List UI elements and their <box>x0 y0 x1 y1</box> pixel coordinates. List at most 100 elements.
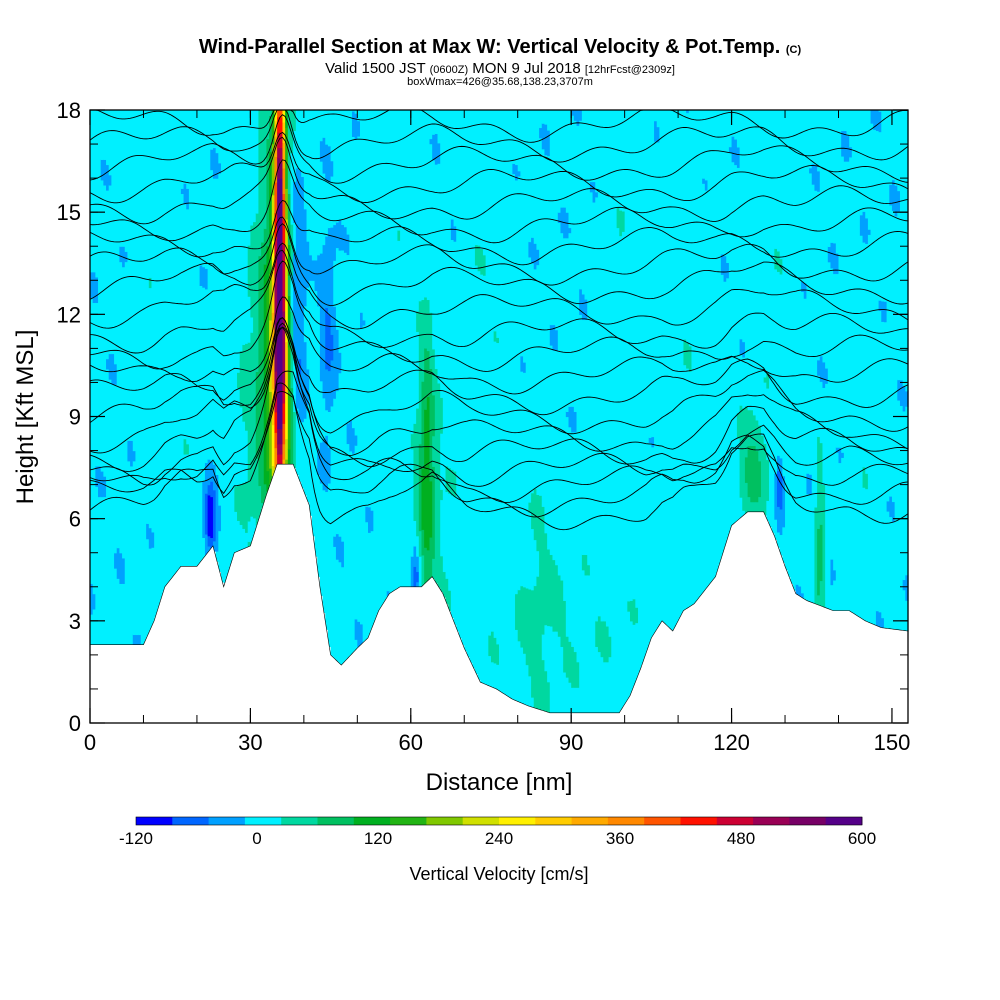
velocity-cell <box>212 464 217 491</box>
velocity-cell <box>204 493 209 535</box>
colorbar-frame <box>135 816 863 826</box>
velocity-cell <box>325 409 329 436</box>
velocity-cell <box>683 339 687 366</box>
velocity-cell <box>330 334 334 361</box>
velocity-cell <box>525 587 529 666</box>
velocity-cell <box>354 434 358 446</box>
chart-title-mark: (C) <box>785 44 802 56</box>
velocity-cell <box>317 254 321 307</box>
velocity-cell <box>899 110 904 381</box>
velocity-cell <box>531 697 535 708</box>
velocity-cell <box>290 275 294 312</box>
velocity-cell <box>437 142 441 164</box>
velocity-cell <box>704 190 709 590</box>
velocity-cell <box>319 380 324 443</box>
velocity-cell <box>528 588 532 677</box>
velocity-cell <box>493 330 497 342</box>
velocity-cell <box>517 170 521 177</box>
velocity-cell <box>902 589 906 632</box>
velocity-cell <box>285 341 289 394</box>
velocity-cell <box>269 391 273 469</box>
velocity-cell <box>421 381 425 469</box>
velocity-cell <box>309 110 313 256</box>
velocity-cell <box>654 110 658 122</box>
velocity-cell <box>499 110 503 693</box>
velocity-cell <box>210 149 214 171</box>
velocity-cell <box>116 110 120 549</box>
theta-contour <box>89 317 909 416</box>
velocity-cell <box>322 489 326 613</box>
velocity-cell <box>325 144 329 181</box>
velocity-cell <box>429 368 433 482</box>
velocity-cell <box>539 127 543 139</box>
velocity-cell <box>245 532 249 549</box>
velocity-cell <box>303 208 308 307</box>
velocity-cell <box>282 423 286 445</box>
velocity-cell <box>712 110 717 579</box>
velocity-cell <box>702 178 706 184</box>
colorbar-swatch <box>825 817 863 825</box>
velocity-cell <box>186 453 190 567</box>
velocity-cell <box>341 224 345 251</box>
velocity-cell <box>311 259 316 281</box>
velocity-cell <box>207 535 211 547</box>
velocity-cell <box>875 610 880 627</box>
velocity-cell <box>426 549 431 581</box>
theta-contour <box>89 136 909 225</box>
velocity-cell <box>723 110 727 257</box>
velocity-cell <box>597 651 602 714</box>
velocity-cell <box>651 110 655 438</box>
velocity-cell <box>819 580 824 607</box>
velocity-cell <box>229 110 233 567</box>
velocity-cell <box>255 110 260 214</box>
velocity-cell <box>106 164 110 191</box>
velocity-cell <box>777 506 781 533</box>
velocity-cell <box>311 280 316 537</box>
velocity-cell <box>188 110 193 567</box>
velocity-cell <box>766 459 770 501</box>
velocity-cell <box>648 442 652 643</box>
velocity-cell <box>662 110 666 623</box>
velocity-cell <box>560 579 564 647</box>
velocity-cell <box>389 110 393 594</box>
velocity-cell <box>801 110 805 282</box>
velocity-cell <box>587 574 591 714</box>
velocity-cell <box>408 110 412 588</box>
velocity-cell <box>429 138 433 145</box>
velocity-cell <box>766 372 770 389</box>
x-tick-label: 60 <box>399 730 423 755</box>
velocity-cell <box>528 110 532 243</box>
velocity-cell <box>581 110 586 295</box>
velocity-cell <box>573 687 578 714</box>
velocity-cell <box>397 110 401 231</box>
velocity-cell <box>90 614 94 646</box>
velocity-cell <box>865 243 869 474</box>
velocity-cell <box>285 110 289 128</box>
velocity-cell <box>368 110 372 508</box>
velocity-cell <box>354 445 358 620</box>
velocity-cell <box>555 564 559 632</box>
velocity-cell <box>237 387 241 486</box>
velocity-cell <box>795 584 799 596</box>
velocity-cell <box>782 110 786 477</box>
velocity-cell <box>638 110 642 673</box>
velocity-cell <box>683 110 687 340</box>
velocity-cell <box>571 115 575 407</box>
velocity-cell <box>338 352 342 374</box>
velocity-cell <box>736 438 741 521</box>
velocity-cell <box>204 268 209 290</box>
velocity-cell <box>167 110 171 583</box>
velocity-cell <box>600 656 604 714</box>
velocity-cell <box>493 110 497 332</box>
colorbar-tick-label: 120 <box>364 829 392 848</box>
velocity-cell <box>696 110 701 600</box>
velocity-cell <box>603 620 607 663</box>
velocity-cell <box>285 438 289 460</box>
velocity-cell <box>654 120 658 142</box>
velocity-cell <box>528 502 532 513</box>
velocity-cell <box>619 210 623 237</box>
velocity-cell <box>295 110 300 169</box>
velocity-cell <box>237 372 241 389</box>
colorbar-swatch <box>136 817 173 825</box>
velocity-cell <box>212 147 217 179</box>
